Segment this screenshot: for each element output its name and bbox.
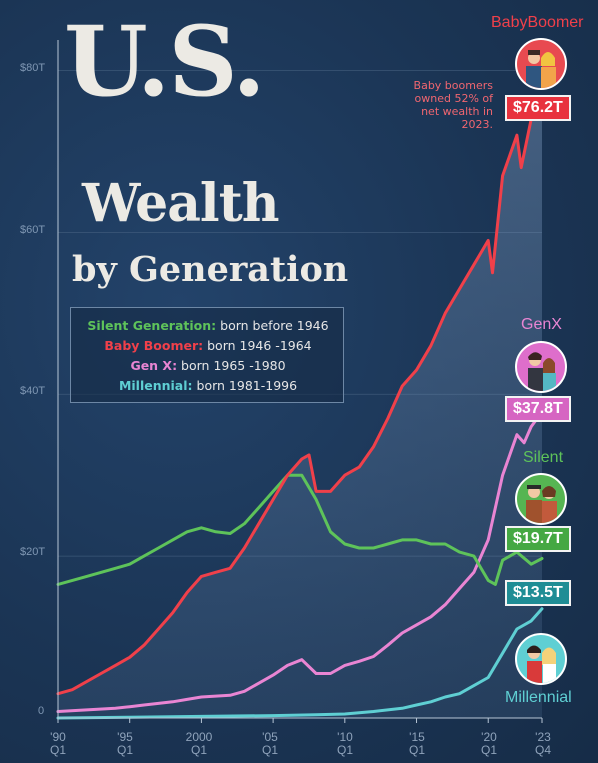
x-tick-2020: '20 Q1: [480, 730, 497, 757]
series-line-millennial: [56, 607, 544, 720]
silent-label: Silent: [523, 449, 564, 466]
legend-item-genx: Gen X: born 1965 -1980: [130, 358, 286, 373]
legend-item-boomer: Baby Boomer: born 1946 -1964: [104, 338, 312, 353]
axes: [57, 40, 543, 723]
genx-label: GenX: [521, 316, 562, 333]
boomer-value-badge: $76.2T: [505, 95, 571, 121]
y-tick-0: 0: [38, 705, 45, 717]
series-line-baby-boomer: [56, 99, 544, 696]
x-tick-2015: '15 Q1: [408, 730, 425, 757]
x-tick-2023q4: '23 Q4: [534, 730, 551, 757]
boomer-avatar-icon: [515, 38, 567, 90]
title-line-1: U.S.: [64, 5, 266, 118]
legend-item-silent: Silent Generation: born before 1946: [87, 318, 329, 333]
silent-avatar-icon: [515, 473, 567, 525]
y-tick-60: $60T: [20, 224, 46, 236]
x-tick-1995: '95 Q1: [116, 730, 133, 757]
boomer-label: BabyBoomer: [491, 14, 584, 31]
genx-avatar-icon: [515, 341, 567, 393]
x-tick-2005: '05 Q1: [261, 730, 278, 757]
legend: Silent Generation: born before 1946 Baby…: [70, 307, 344, 403]
series-line-silent-generation: [56, 473, 544, 586]
series-lines: [56, 99, 544, 720]
millennial-value-badge: $13.5T: [505, 580, 571, 606]
silent-value-badge: $19.7T: [505, 526, 571, 552]
series-line-gen-x: [56, 410, 544, 713]
boomer-area-fill: [58, 101, 542, 718]
boomer-annotation: Baby boomers owned 52% of net wealth in …: [413, 79, 493, 131]
genx-value-badge: $37.8T: [505, 396, 571, 422]
y-tick-20: $20T: [20, 546, 46, 558]
x-tick-2000: 2000 Q1: [185, 730, 213, 757]
millennial-avatar-icon: [515, 633, 567, 685]
title-line-2: Wealth: [82, 173, 280, 234]
y-tick-40: $40T: [20, 385, 46, 397]
x-tick-1990: '90 Q1: [49, 730, 66, 757]
legend-item-millennial: Millennial: born 1981-1996: [118, 378, 298, 393]
area-fills: [58, 101, 542, 718]
title-line-3: by Generation: [72, 249, 349, 290]
millennial-label: Millennial: [505, 689, 572, 706]
x-tick-2010: '10 Q1: [336, 730, 353, 757]
y-tick-80: $80T: [20, 62, 46, 74]
